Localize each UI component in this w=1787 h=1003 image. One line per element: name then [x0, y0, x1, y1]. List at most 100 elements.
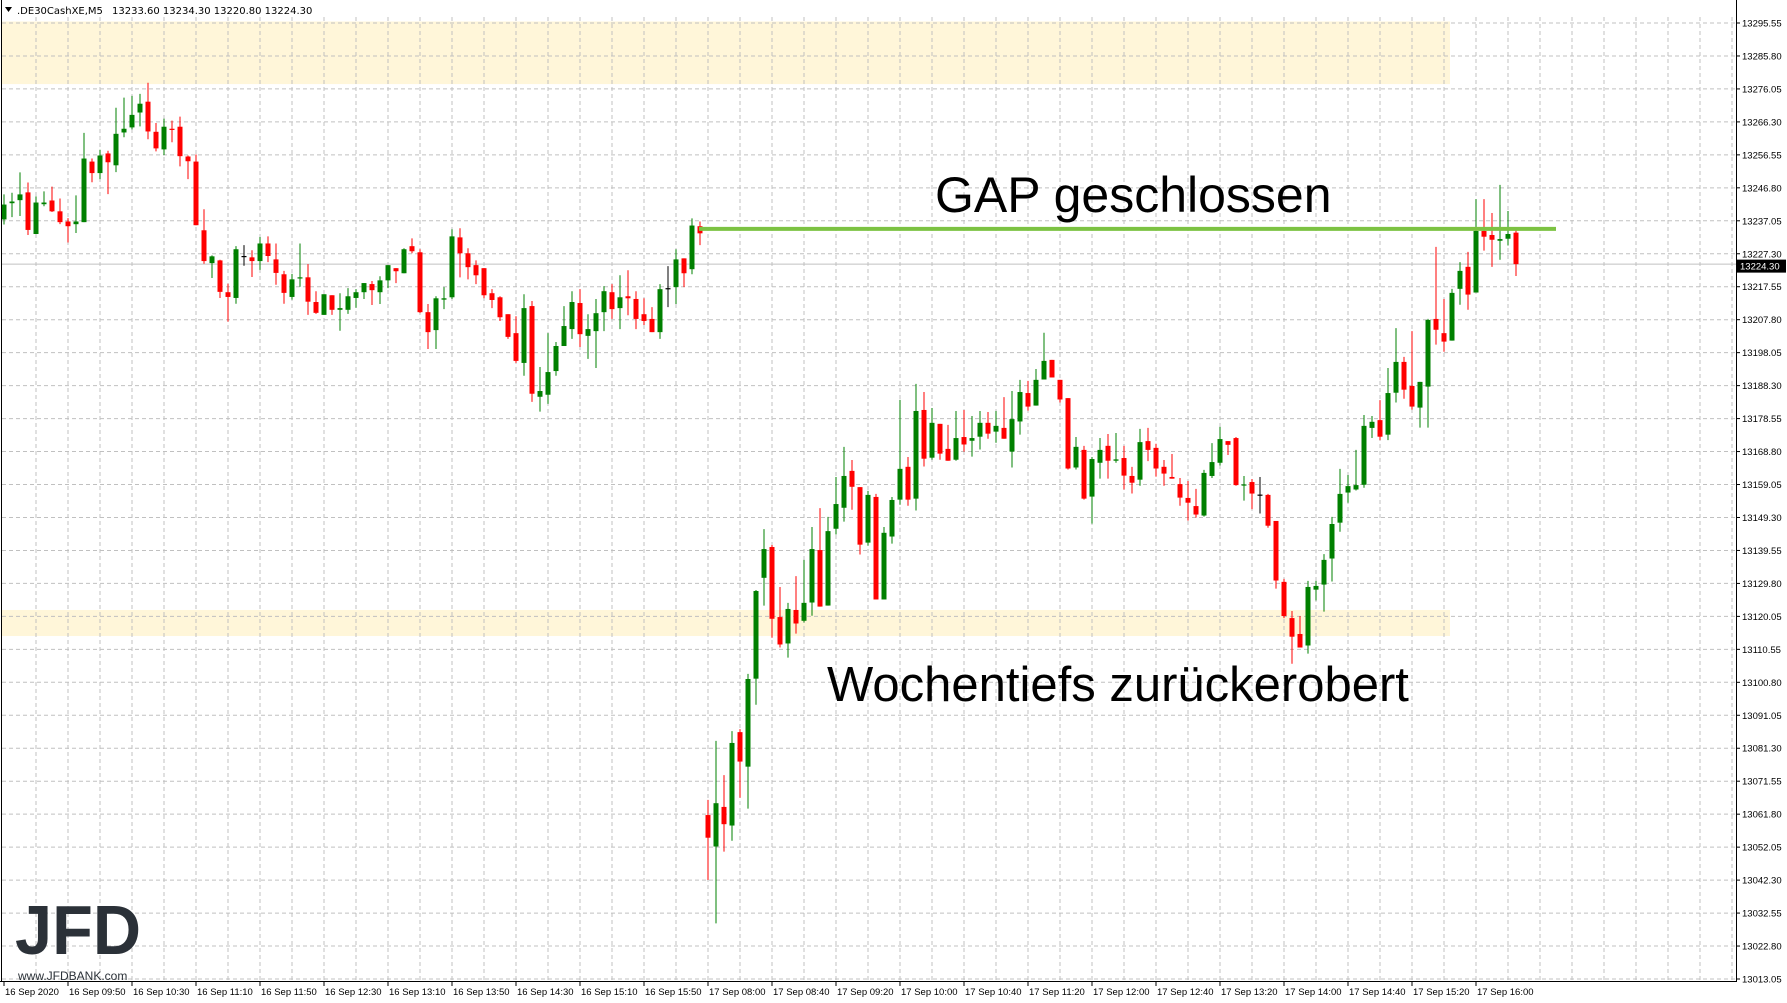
- candle-body: [113, 133, 119, 166]
- candle-body: [529, 306, 535, 394]
- candle-body: [1465, 266, 1471, 295]
- candle-body: [337, 308, 343, 310]
- candle-body: [393, 268, 399, 272]
- candle: [681, 258, 687, 288]
- candle: [921, 392, 927, 467]
- candle: [273, 243, 279, 285]
- candle: [89, 158, 95, 183]
- candle-body: [617, 297, 623, 309]
- candle: [1297, 616, 1303, 648]
- candle: [857, 487, 863, 555]
- candle-body: [1169, 476, 1175, 479]
- candle-body: [713, 803, 719, 847]
- candle-body: [729, 742, 735, 826]
- candle: [225, 283, 231, 322]
- candle: [873, 493, 879, 600]
- candle-body: [961, 437, 967, 445]
- candle-body: [193, 161, 199, 226]
- candle-body: [353, 292, 359, 298]
- candle-body: [1177, 484, 1183, 498]
- candle-body: [1257, 494, 1263, 496]
- x-tick-label: 17 Sep 16:00: [1477, 987, 1534, 998]
- candle: [1185, 481, 1191, 521]
- candle: [1377, 400, 1383, 441]
- candle: [17, 172, 23, 217]
- candle: [153, 122, 159, 152]
- candle: [993, 410, 999, 443]
- candle: [1457, 262, 1463, 305]
- candle-body: [1201, 472, 1207, 516]
- candle-body: [993, 425, 999, 432]
- y-tick-label: 13061.80: [1742, 810, 1782, 821]
- candle: [1137, 428, 1143, 486]
- candle: [913, 383, 919, 511]
- candle: [833, 476, 839, 535]
- candle: [521, 294, 527, 376]
- candle: [929, 407, 935, 460]
- candle-body: [17, 194, 23, 201]
- x-tick-label: 17 Sep 10:00: [901, 987, 958, 998]
- candle: [1081, 445, 1087, 500]
- candle: [113, 107, 119, 173]
- candle-body: [689, 225, 695, 270]
- y-tick-label: 13295.55: [1742, 19, 1782, 30]
- triangle-down-icon[interactable]: [5, 7, 12, 12]
- candle-body: [1313, 585, 1319, 590]
- candle-body: [1025, 393, 1031, 407]
- ohlc-readout: 13233.60 13234.30 13220.80 13224.30: [112, 6, 312, 17]
- candle-body: [857, 487, 863, 545]
- candle-body: [977, 422, 983, 437]
- candle: [577, 289, 583, 348]
- candle-body: [745, 679, 751, 767]
- header-bg: [2, 2, 292, 17]
- candle: [1417, 381, 1423, 428]
- candle: [1089, 457, 1095, 524]
- candle-body: [1241, 484, 1247, 486]
- candle-body: [921, 409, 927, 459]
- candle: [1513, 230, 1519, 276]
- candle: [561, 306, 567, 347]
- candle: [201, 209, 207, 264]
- x-tick-label: 17 Sep 14:00: [1285, 987, 1342, 998]
- candle-body: [401, 249, 407, 274]
- candle-body: [1009, 419, 1015, 452]
- candle-body: [601, 291, 607, 313]
- candle: [1057, 379, 1063, 403]
- x-tick-label: 16 Sep 13:10: [389, 987, 446, 998]
- candle-body: [1217, 439, 1223, 463]
- y-tick-label: 13246.80: [1742, 183, 1782, 194]
- candle: [785, 602, 791, 658]
- symbol-label: .DE30CashXE,M5: [17, 6, 103, 17]
- candle: [1481, 199, 1487, 251]
- candle-body: [1081, 449, 1087, 499]
- annotation-gap-closed: GAP geschlossen: [935, 167, 1332, 223]
- candle: [193, 154, 199, 226]
- candle: [329, 295, 335, 315]
- y-tick-label: 13129.80: [1742, 579, 1782, 590]
- candle-body: [1409, 385, 1415, 407]
- candle: [585, 314, 591, 359]
- candle-body: [1321, 559, 1327, 585]
- candle: [809, 527, 815, 616]
- y-tick-label: 13159.05: [1742, 480, 1782, 491]
- candle: [1169, 453, 1175, 479]
- candle-body: [1417, 381, 1423, 408]
- candle-body: [25, 192, 31, 230]
- candle-body: [169, 128, 175, 130]
- candle: [1025, 380, 1031, 411]
- candle: [537, 366, 543, 412]
- candle: [1241, 475, 1247, 501]
- candle: [369, 281, 375, 306]
- candle-body: [873, 496, 879, 600]
- candle-body: [1113, 459, 1119, 461]
- y-tick-label: 13198.05: [1742, 348, 1782, 359]
- candle: [105, 150, 111, 195]
- candle-body: [385, 265, 391, 281]
- candle: [1337, 468, 1343, 532]
- candle: [161, 118, 167, 156]
- y-tick-label: 13178.55: [1742, 414, 1782, 425]
- candle: [825, 516, 831, 606]
- candle: [977, 410, 983, 450]
- candle-body: [1249, 482, 1255, 494]
